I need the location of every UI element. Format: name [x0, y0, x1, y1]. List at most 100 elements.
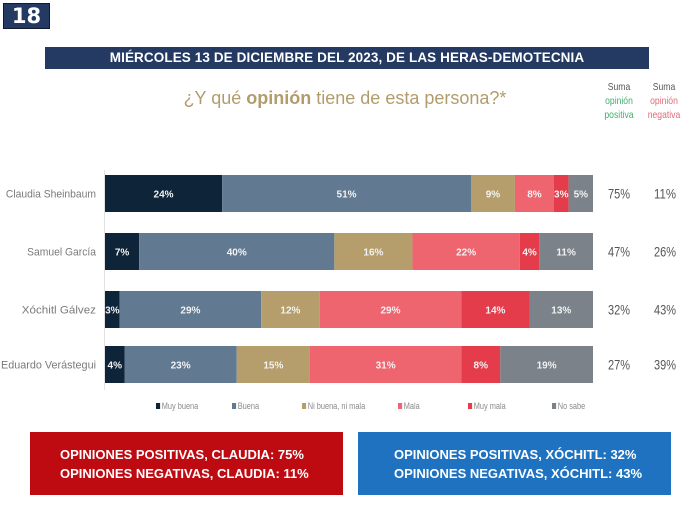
bar-data-label: 51%	[337, 190, 357, 201]
bar-segment-mala	[514, 175, 554, 212]
bar-segment-muy-mala	[519, 233, 540, 270]
legend-swatch	[302, 403, 307, 409]
legend-swatch	[232, 403, 237, 409]
bar-segment-mala	[412, 233, 520, 270]
xochitl-positive-text: OPINIONES POSITIVAS, XÓCHITL: 32%	[394, 447, 637, 462]
claudia-negative-text: OPINIONES NEGATIVAS, CLAUDIA: 11%	[60, 466, 309, 481]
legend-item-muy-mala: Muy mala	[468, 401, 506, 411]
bar-segment-muy-buena	[105, 233, 140, 270]
legend-label: Muy buena	[161, 401, 199, 411]
bar-data-label: 16%	[363, 248, 383, 259]
claudia-summary-box: OPINIONES POSITIVAS, CLAUDIA: 75% OPINIO…	[30, 432, 343, 495]
bar-data-label: 40%	[227, 248, 247, 259]
chart-legend: Muy buena Buena Ni buena, ni mala Mala Muy m…	[150, 401, 585, 415]
legend-label: Ni buena, ni mala	[307, 401, 366, 411]
bar-data-label: 11%	[556, 248, 576, 259]
bar-segment-ni-buena-ni-mala	[236, 346, 310, 383]
bar-segment-buena	[119, 291, 262, 328]
bar-data-label: 29%	[180, 306, 200, 317]
legend-item-muy-buena: Muy buena	[156, 401, 198, 411]
bar-data-label: 7%	[115, 248, 130, 259]
question-prefix: ¿Y qué	[183, 88, 247, 108]
bar-segment-no-sabe	[529, 291, 593, 328]
suma-negativa-value: 26%	[654, 244, 676, 260]
suma-negativa-value: 39%	[654, 357, 676, 373]
question-bold: opinión	[246, 88, 312, 108]
bar-segment-muy-mala	[461, 346, 501, 383]
bar-segment-buena	[222, 175, 471, 212]
suma-positiva-line1: Suma	[607, 81, 631, 93]
bar-data-label: 22%	[456, 248, 476, 259]
bar-data-label: 3%	[105, 306, 120, 317]
legend-label: No sabe	[557, 401, 586, 411]
bar-segment-muy-buena	[105, 175, 223, 212]
category-label: Claudia Sheinbaum	[6, 189, 96, 201]
suma-negativa-value: 43%	[654, 302, 676, 318]
bar-segment-muy-mala	[461, 291, 530, 328]
suma-positiva-line2: opinión	[605, 95, 633, 107]
bar-segment-ni-buena-ni-mala	[334, 233, 413, 270]
legend-item-ni-buena-ni-mala: Ni buena, ni mala	[302, 401, 365, 411]
legend-item-buena: Buena	[232, 401, 259, 411]
bar-data-label: 8%	[474, 361, 489, 372]
legend-item-no-sabe: No sabe	[552, 401, 585, 411]
bar-data-label: 8%	[527, 190, 542, 201]
bar-segment-muy-buena	[105, 346, 125, 383]
suma-negativa-line1: Suma	[652, 81, 676, 93]
bar-segment-ni-buena-ni-mala	[261, 291, 320, 328]
legend-swatch	[398, 403, 403, 409]
suma-negativa-line3: negativa	[647, 109, 681, 121]
legend-swatch	[468, 403, 473, 409]
bar-segment-mala	[309, 346, 462, 383]
question-suffix: tiene de esta persona?*	[311, 88, 507, 108]
legend-swatch	[156, 403, 161, 409]
legend-item-mala: Mala	[398, 401, 420, 411]
suma-negativa-line2: opinión	[650, 95, 678, 107]
page-number-badge: 18	[3, 3, 50, 29]
legend-label: Mala	[403, 401, 420, 411]
bar-data-label: 5%	[574, 190, 589, 201]
bar-data-label: 19%	[537, 361, 557, 372]
xochitl-negative-text: OPINIONES NEGATIVAS, XÓCHITL: 43%	[394, 466, 642, 481]
legend-label: Buena	[237, 401, 260, 411]
suma-positiva-value: 75%	[608, 186, 630, 202]
bar-data-label: 4%	[108, 361, 123, 372]
claudia-positive-text: OPINIONES POSITIVAS, CLAUDIA: 75%	[60, 447, 304, 462]
bar-data-label: 13%	[551, 306, 571, 317]
bar-segment-mala	[319, 291, 462, 328]
bar-data-label: 12%	[280, 306, 300, 317]
bar-data-label: 31%	[376, 361, 396, 372]
legend-swatch	[552, 403, 557, 409]
bar-data-label: 23%	[171, 361, 191, 372]
legend-label: Muy mala	[473, 401, 506, 411]
bar-segment-no-sabe	[539, 233, 593, 270]
bar-data-label: 4%	[522, 248, 537, 259]
category-label: Eduardo Verástegui	[1, 360, 96, 372]
bar-segment-muy-mala	[553, 175, 569, 212]
category-label: Xóchitl Gálvez	[22, 305, 96, 317]
date-source-banner: MIÉRCOLES 13 DE DICIEMBRE DEL 2023, DE L…	[45, 47, 649, 69]
suma-positiva-header: Suma opinión positiva	[601, 80, 637, 122]
chart-title: ¿Y qué opinión tiene de esta persona?*	[140, 88, 550, 109]
bar-segment-ni-buena-ni-mala	[471, 175, 515, 212]
category-label: Samuel García	[27, 247, 97, 259]
bar-data-label: 15%	[263, 361, 283, 372]
suma-negativa-header: Suma opinión negativa	[646, 80, 682, 122]
bar-data-label: 24%	[154, 190, 174, 201]
bar-data-label: 29%	[380, 306, 400, 317]
suma-positiva-line3: positiva	[604, 109, 634, 121]
suma-positiva-value: 32%	[608, 302, 630, 318]
bar-segment-muy-buena	[105, 291, 120, 328]
bar-segment-no-sabe	[500, 346, 593, 383]
stacked-bar-chart: Claudia Sheinbaum 24% 51% 9% 8% 3% 5% 75% 11% Sam…	[1, 170, 676, 390]
suma-positiva-value: 47%	[608, 244, 630, 260]
bar-segment-buena	[124, 346, 237, 383]
suma-positiva-value: 27%	[608, 357, 630, 373]
xochitl-summary-box: OPINIONES POSITIVAS, XÓCHITL: 32% OPINIO…	[358, 432, 671, 495]
suma-negativa-value: 11%	[654, 186, 676, 202]
bar-data-label: 9%	[486, 190, 501, 201]
bar-data-label: 14%	[485, 306, 505, 317]
bar-data-label: 3%	[554, 190, 569, 201]
bar-segment-no-sabe	[568, 175, 593, 212]
bar-segment-buena	[139, 233, 335, 270]
